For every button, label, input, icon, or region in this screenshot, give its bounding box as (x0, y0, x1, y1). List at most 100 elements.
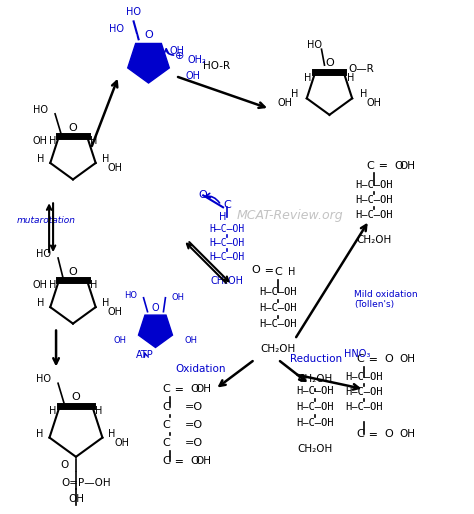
Text: HO-R: HO-R (203, 61, 230, 71)
Text: OH: OH (32, 136, 47, 146)
Text: O: O (60, 460, 68, 470)
Text: O—R: O—R (348, 64, 374, 74)
Text: O: O (251, 265, 260, 275)
Text: CH₂OH: CH₂OH (297, 374, 332, 384)
Text: H: H (49, 136, 56, 146)
Text: H: H (49, 407, 56, 416)
Text: H—C—OH: H—C—OH (210, 252, 245, 262)
Text: O: O (384, 429, 393, 439)
Text: H—C—OH: H—C—OH (259, 287, 297, 297)
Text: HO: HO (126, 7, 141, 17)
Text: ═: ═ (369, 354, 376, 364)
Text: H: H (49, 281, 56, 290)
Text: O: O (69, 123, 77, 133)
Text: C: C (356, 354, 364, 364)
Text: O: O (190, 384, 199, 394)
Text: H—C—OH: H—C—OH (356, 180, 393, 190)
Text: Mild oxidation
(Tollen's): Mild oxidation (Tollen's) (354, 290, 418, 309)
Text: C: C (163, 456, 170, 466)
Text: O: O (384, 354, 393, 364)
Text: HO: HO (36, 249, 51, 259)
Text: OH: OH (278, 98, 293, 108)
Text: H: H (347, 72, 355, 83)
Text: OH: OH (366, 98, 381, 108)
Text: H: H (101, 154, 109, 164)
Text: C: C (163, 384, 170, 394)
Text: ATP: ATP (136, 351, 154, 360)
Text: O: O (72, 392, 80, 402)
Text: ═: ═ (379, 160, 386, 171)
Text: OH: OH (399, 429, 415, 439)
Text: OH: OH (114, 336, 127, 344)
Text: OH: OH (399, 160, 415, 171)
Text: ═: ═ (175, 456, 182, 466)
Text: H—C—OH: H—C—OH (210, 224, 245, 234)
Text: H—C—OH: H—C—OH (296, 402, 333, 412)
Text: O: O (199, 190, 208, 200)
Text: HO: HO (125, 291, 137, 300)
Text: O: O (394, 160, 403, 171)
Text: H: H (36, 429, 44, 438)
Text: O: O (144, 30, 153, 40)
Text: H—C—OH: H—C—OH (346, 387, 383, 397)
Text: OH: OH (184, 336, 198, 344)
Text: Reduction: Reduction (290, 354, 342, 364)
Text: mutarotation: mutarotation (16, 216, 75, 225)
Text: H—C—OH: H—C—OH (346, 402, 383, 412)
Text: OH: OH (195, 456, 211, 466)
Text: =O: =O (185, 438, 203, 448)
Text: H: H (161, 34, 169, 45)
Text: OH: OH (399, 354, 415, 364)
Text: OH: OH (108, 163, 123, 173)
Polygon shape (128, 44, 169, 83)
Text: CH₂OH: CH₂OH (260, 344, 295, 355)
Text: H: H (37, 298, 44, 308)
Text: H: H (128, 34, 136, 45)
Text: H: H (95, 407, 103, 416)
Text: H: H (292, 89, 299, 99)
Text: H: H (173, 63, 182, 73)
Text: HNO₃: HNO₃ (345, 350, 371, 359)
Text: CH₂OH: CH₂OH (210, 276, 244, 286)
Text: C: C (163, 438, 170, 448)
Text: H—C—OH: H—C—OH (356, 195, 393, 205)
Text: O: O (190, 456, 199, 466)
Text: OH: OH (195, 384, 211, 394)
Text: H—C—OH: H—C—OH (356, 210, 393, 220)
Text: H—C—OH: H—C—OH (210, 238, 245, 248)
Text: =O: =O (185, 402, 203, 412)
Text: H—C—OH: H—C—OH (259, 319, 297, 328)
Text: H: H (90, 281, 97, 290)
Text: H—C—OH: H—C—OH (296, 418, 333, 428)
Text: H: H (360, 89, 367, 99)
Text: H: H (219, 212, 227, 222)
Text: OH: OH (185, 71, 200, 81)
Text: ═: ═ (175, 384, 182, 394)
Text: H: H (101, 298, 109, 308)
Text: H: H (179, 327, 185, 337)
Text: H: H (109, 429, 116, 438)
Text: C: C (163, 420, 170, 430)
Text: C: C (223, 200, 231, 210)
Text: H—C—OH: H—C—OH (296, 386, 333, 396)
Text: H: H (304, 72, 311, 83)
Text: OH: OH (172, 293, 184, 302)
Text: C: C (274, 267, 282, 277)
Text: H: H (132, 307, 139, 317)
Text: =O: =O (185, 420, 203, 430)
Text: C: C (366, 160, 374, 171)
Text: HO: HO (307, 40, 321, 50)
Text: OH: OH (68, 493, 84, 504)
Text: ═: ═ (369, 429, 376, 439)
Text: OH: OH (32, 281, 47, 290)
Text: HO: HO (109, 24, 124, 34)
Text: O: O (325, 58, 334, 68)
Text: OH: OH (108, 307, 123, 317)
Text: OH: OH (169, 46, 184, 57)
Text: O: O (69, 267, 77, 277)
Polygon shape (138, 315, 173, 347)
Text: HO: HO (36, 374, 51, 384)
Text: OH: OH (114, 437, 129, 448)
Text: ⊕: ⊕ (174, 51, 184, 61)
Text: H: H (90, 136, 97, 146)
